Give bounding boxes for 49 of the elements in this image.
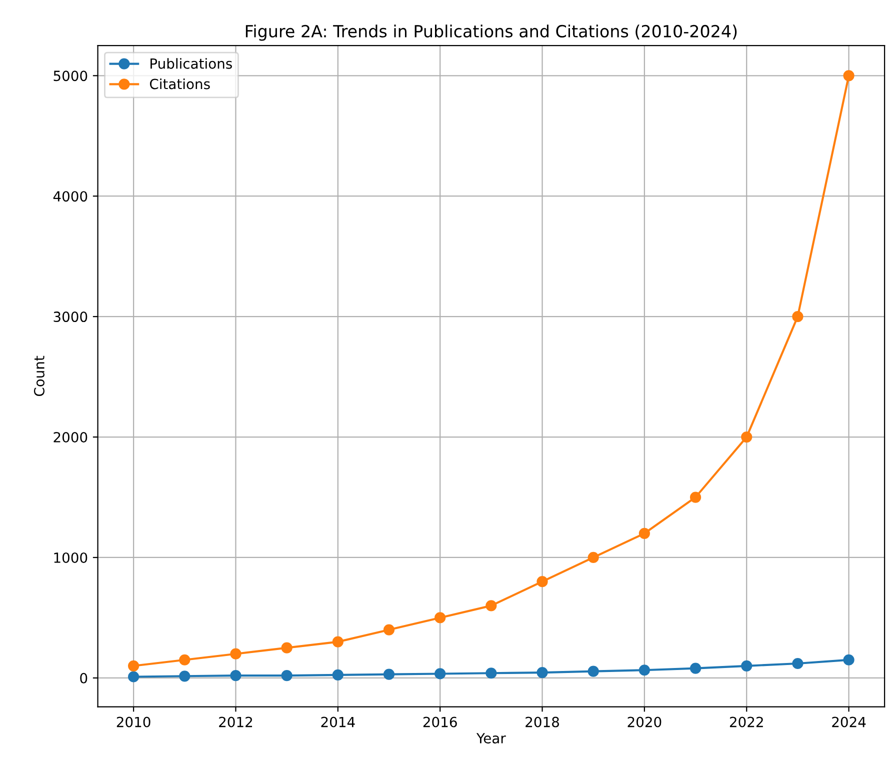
- point: [690, 662, 702, 674]
- point: [128, 671, 140, 682]
- point: [792, 658, 804, 670]
- point: [843, 70, 854, 82]
- point: [536, 666, 548, 678]
- point: [230, 648, 242, 660]
- point: [230, 670, 242, 682]
- x-tick-label: 2016: [423, 716, 457, 728]
- point: [434, 612, 446, 624]
- point: [588, 666, 599, 677]
- y-tick-label: 0: [80, 672, 88, 684]
- chart-title: Figure 2A: Trends in Publications and Citations (2010-2024): [246, 24, 737, 41]
- x-tick-label: 2012: [219, 716, 252, 728]
- x-tick-label: 2014: [321, 716, 355, 728]
- x-tick-label: 2018: [526, 716, 559, 728]
- point: [179, 654, 190, 666]
- point: [843, 654, 854, 666]
- point: [638, 528, 650, 539]
- point: [588, 552, 599, 564]
- point: [486, 668, 497, 679]
- y-tick-label: 4000: [53, 191, 88, 202]
- x-tick-label: 2022: [730, 716, 763, 728]
- x-tick-label: 2010: [116, 716, 150, 728]
- y-tick-label: 5000: [54, 70, 88, 82]
- point: [332, 636, 344, 648]
- point: [179, 670, 190, 682]
- y-tick-label: 2000: [54, 432, 88, 443]
- point: [434, 668, 446, 680]
- point: [332, 669, 344, 680]
- point: [536, 576, 548, 588]
- y-tick-label: 1000: [54, 552, 88, 563]
- point: [638, 664, 650, 676]
- x-tick-label: 2024: [832, 716, 866, 728]
- point: [741, 431, 752, 443]
- point: [690, 492, 702, 503]
- point: [486, 600, 497, 612]
- x-axis-title: Year: [476, 733, 506, 744]
- point: [383, 668, 395, 680]
- point: [281, 642, 292, 654]
- y-tick-label: 3000: [54, 312, 88, 322]
- legend-label: Publications: [150, 58, 232, 69]
- point: [281, 670, 292, 682]
- y-axis-title: Count: [34, 356, 44, 396]
- point: [383, 624, 395, 636]
- point: [128, 660, 140, 672]
- point: [741, 660, 752, 672]
- legend-label: Citations: [150, 78, 210, 90]
- x-tick-label: 2020: [628, 716, 662, 728]
- point: [792, 311, 804, 322]
